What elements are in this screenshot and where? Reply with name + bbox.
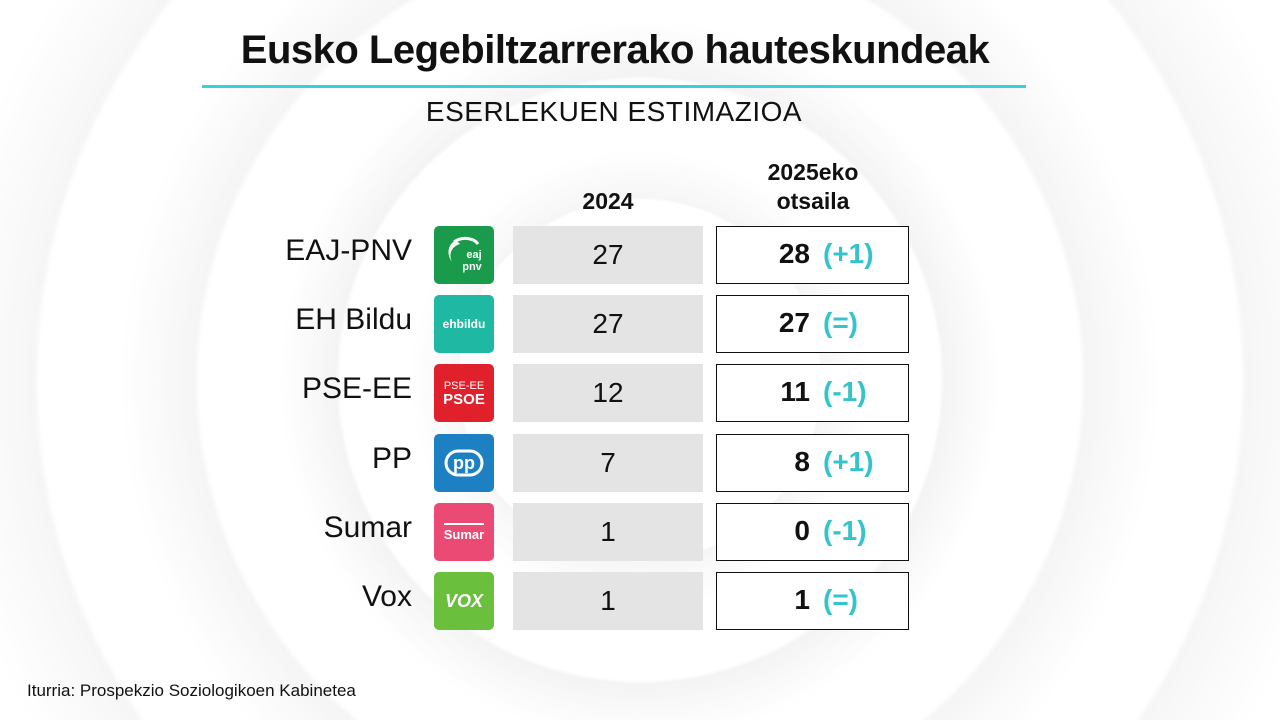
seats-2024-cell: 27 bbox=[513, 295, 703, 353]
pse-ee-logo-top: PSE-EE bbox=[443, 380, 485, 392]
sumar-logo-text: Sumar bbox=[443, 526, 485, 542]
seats-2024-cell: 1 bbox=[513, 503, 703, 561]
sumar-logo-bar bbox=[444, 522, 484, 525]
svg-text:eaj: eaj bbox=[466, 249, 481, 261]
seats-2024-value: 12 bbox=[592, 377, 624, 408]
seats-2024-value: 7 bbox=[600, 447, 616, 478]
seats-2024-value: 27 bbox=[592, 308, 624, 339]
seat-change: (-1) bbox=[823, 515, 867, 546]
party-name: EAJ-PNV bbox=[285, 234, 412, 267]
seats-2024-value: 1 bbox=[600, 585, 616, 616]
seats-2025-cell: 11 (-1) bbox=[716, 364, 909, 422]
eaj-pnv-logo-graphic: eaj pnv bbox=[448, 236, 483, 273]
party-name: Sumar bbox=[323, 511, 412, 544]
party-name: PSE-EE bbox=[301, 372, 412, 405]
vox-logo-text: VOX bbox=[444, 590, 483, 611]
table-row-vox: Vox VOX 1 1 (=) bbox=[0, 572, 1280, 630]
table-row-pse-ee: PSE-EE PSE-EE PSOE 12 11 (-1) bbox=[0, 364, 1280, 422]
eh-bildu-logo-text: ehbildu bbox=[442, 317, 486, 331]
svg-text:pp: pp bbox=[453, 453, 475, 473]
seats-2024-cell: 27 bbox=[513, 226, 703, 284]
seats-2025-value: 8 bbox=[794, 446, 810, 477]
seats-2025-cell: 27 (=) bbox=[716, 295, 909, 353]
source-note: Iturria: Prospekzio Soziologikoen Kabine… bbox=[27, 681, 356, 700]
vox-logo: VOX bbox=[434, 572, 494, 630]
seats-2024-cell: 12 bbox=[513, 364, 703, 422]
table-row-sumar: Sumar Sumar 1 0 (-1) bbox=[0, 503, 1280, 561]
column-header-2025-line1: 2025eko bbox=[767, 159, 859, 185]
seats-2025-value: 11 bbox=[780, 376, 810, 407]
seats-2025-cell: 1 (=) bbox=[716, 572, 909, 630]
seats-2024-cell: 7 bbox=[513, 434, 703, 492]
column-header-2025-line2: otsaila bbox=[776, 188, 850, 214]
seats-2024-cell: 1 bbox=[513, 572, 703, 630]
seat-change: (=) bbox=[823, 307, 858, 338]
party-name: EH Bildu bbox=[295, 303, 412, 336]
seats-2025-cell: 28 (+1) bbox=[716, 226, 909, 284]
eaj-pnv-logo: eaj pnv bbox=[434, 226, 494, 284]
sumar-logo: Sumar bbox=[434, 503, 494, 561]
party-name: Vox bbox=[361, 580, 412, 613]
seats-2025-value: 27 bbox=[778, 307, 810, 338]
seats-2025-cell: 8 (+1) bbox=[716, 434, 909, 492]
seats-2025-value: 0 bbox=[794, 515, 810, 546]
seats-2025-value: 1 bbox=[794, 584, 810, 615]
seat-change: (+1) bbox=[823, 238, 874, 269]
seats-2025-value: 28 bbox=[778, 238, 810, 269]
seats-2025-cell: 0 (-1) bbox=[716, 503, 909, 561]
table-row-eh-bildu: EH Bildu ehbildu 27 27 (=) bbox=[0, 295, 1280, 353]
column-header-2024: 2024 bbox=[514, 187, 702, 216]
table-row-eaj-pnv: EAJ-PNV eaj pnv 27 28 (+1) bbox=[0, 226, 1280, 284]
svg-text:pnv: pnv bbox=[462, 261, 482, 273]
party-name: PP bbox=[371, 442, 412, 475]
column-header-2024-label: 2024 bbox=[582, 188, 634, 214]
chart-subtitle: ESERLEKUEN ESTIMAZIOA bbox=[425, 96, 803, 127]
pse-ee-logo: PSE-EE PSOE bbox=[434, 364, 494, 422]
seat-change: (=) bbox=[823, 584, 858, 615]
seats-2024-value: 27 bbox=[592, 239, 624, 270]
seat-change: (+1) bbox=[823, 446, 874, 477]
pse-ee-logo-bottom: PSOE bbox=[443, 391, 485, 408]
pp-logo: pp bbox=[434, 434, 494, 492]
table-row-pp: PP pp 7 8 (+1) bbox=[0, 434, 1280, 492]
column-header-2025: 2025eko otsaila bbox=[718, 158, 908, 216]
chart-title: Eusko Legebiltzarrerako hauteskundeak bbox=[240, 28, 990, 72]
seats-2024-value: 1 bbox=[600, 516, 616, 547]
eh-bildu-logo: ehbildu bbox=[434, 295, 494, 353]
title-underline bbox=[202, 85, 1026, 88]
seat-change: (-1) bbox=[823, 376, 867, 407]
pp-logo-graphic: pp bbox=[444, 449, 484, 477]
